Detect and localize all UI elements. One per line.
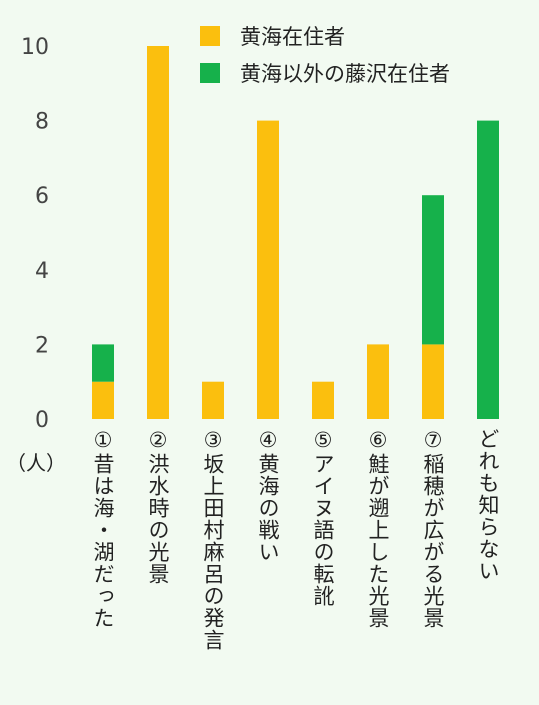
category-label: ②洪水時の光景: [146, 428, 170, 585]
legend: 黄海在住者 黄海以外の藤沢在住者: [200, 25, 450, 86]
bar-segment: [92, 381, 114, 419]
category-label: ①昔は海・湖だった: [91, 428, 115, 629]
legend-swatch-green: [200, 63, 220, 83]
bar-segment: [92, 344, 114, 382]
bar-segment: [422, 344, 444, 419]
category-label: ⑤アイヌ語の転訛: [311, 428, 335, 607]
bars: [92, 46, 499, 419]
legend-label-yellow: 黄海在住者: [240, 25, 345, 49]
bar-segment: [202, 381, 224, 419]
bar-segment: [312, 381, 334, 419]
y-tick-label: 6: [35, 184, 49, 209]
bar-segment: [422, 195, 444, 345]
bar-segment: [257, 120, 279, 419]
y-axis-unit-label: （人）: [6, 451, 66, 475]
y-tick-label: 4: [35, 259, 49, 284]
bar-segment: [147, 46, 169, 419]
legend-label-green: 黄海以外の藤沢在住者: [240, 62, 450, 86]
category-label: ③坂上田村麻呂の発言: [201, 428, 225, 651]
category-label: どれも知らない: [476, 428, 500, 582]
y-tick-label: 10: [21, 35, 49, 60]
bar-segment: [477, 120, 499, 419]
y-tick-label: 2: [35, 333, 49, 358]
category-label: ④黄海の戦い: [256, 428, 280, 563]
category-label: ⑥鮭が遡上した光景: [366, 428, 390, 629]
y-tick-label: 0: [35, 408, 49, 433]
bar-segment: [367, 344, 389, 419]
legend-swatch-yellow: [200, 26, 220, 46]
y-axis-ticks: 0 2 4 6 8 10: [21, 35, 49, 433]
category-label: ⑦稲穂が広がる光景: [421, 428, 445, 629]
y-tick-label: 8: [35, 110, 49, 135]
